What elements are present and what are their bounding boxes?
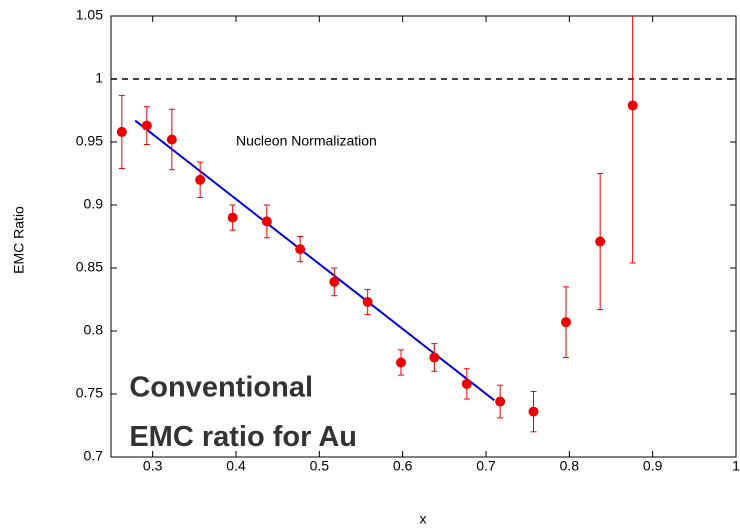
y-tick-label: 1.05 <box>76 7 103 23</box>
data-point <box>627 100 638 111</box>
data-point <box>141 120 152 131</box>
data-point <box>166 134 177 145</box>
data-point <box>362 297 373 308</box>
fit-line <box>134 119 495 402</box>
y-tick-label: 0.95 <box>76 133 103 149</box>
data-point <box>195 174 206 185</box>
annotation: Nucleon Normalization <box>236 133 377 149</box>
x-tick-label: 1 <box>732 458 740 474</box>
data-point <box>528 406 539 417</box>
y-tick-label: 0.85 <box>76 259 103 275</box>
y-tick-label: 0.8 <box>84 322 104 338</box>
x-tick-label: 0.7 <box>476 458 496 474</box>
data-point <box>461 378 472 389</box>
data-point <box>595 236 606 247</box>
plot-frame <box>110 15 737 458</box>
y-axis-label: EMC Ratio <box>11 206 27 274</box>
data-point <box>429 352 440 363</box>
data-point <box>561 317 571 328</box>
y-tick-label: 0.7 <box>84 448 104 464</box>
data-point <box>261 216 272 227</box>
x-axis-label: x <box>420 511 427 527</box>
data-point <box>116 126 127 137</box>
annotation: Conventional <box>129 372 313 404</box>
annotation: EMC ratio for Au <box>129 421 357 453</box>
x-tick-label: 0.4 <box>226 458 246 474</box>
y-tick-label: 0.9 <box>84 196 104 212</box>
y-tick-label: 1 <box>95 70 103 86</box>
data-point <box>495 396 506 407</box>
data-point <box>227 212 238 223</box>
data-point <box>295 244 306 255</box>
x-tick-label: 0.8 <box>560 458 580 474</box>
y-tick-label: 0.75 <box>76 385 103 401</box>
x-tick-label: 0.3 <box>143 458 163 474</box>
data-point <box>396 357 406 368</box>
x-tick-label: 0.6 <box>393 458 413 474</box>
x-tick-label: 0.5 <box>310 458 330 474</box>
x-tick-label: 0.9 <box>643 458 663 474</box>
data-point <box>329 276 340 287</box>
